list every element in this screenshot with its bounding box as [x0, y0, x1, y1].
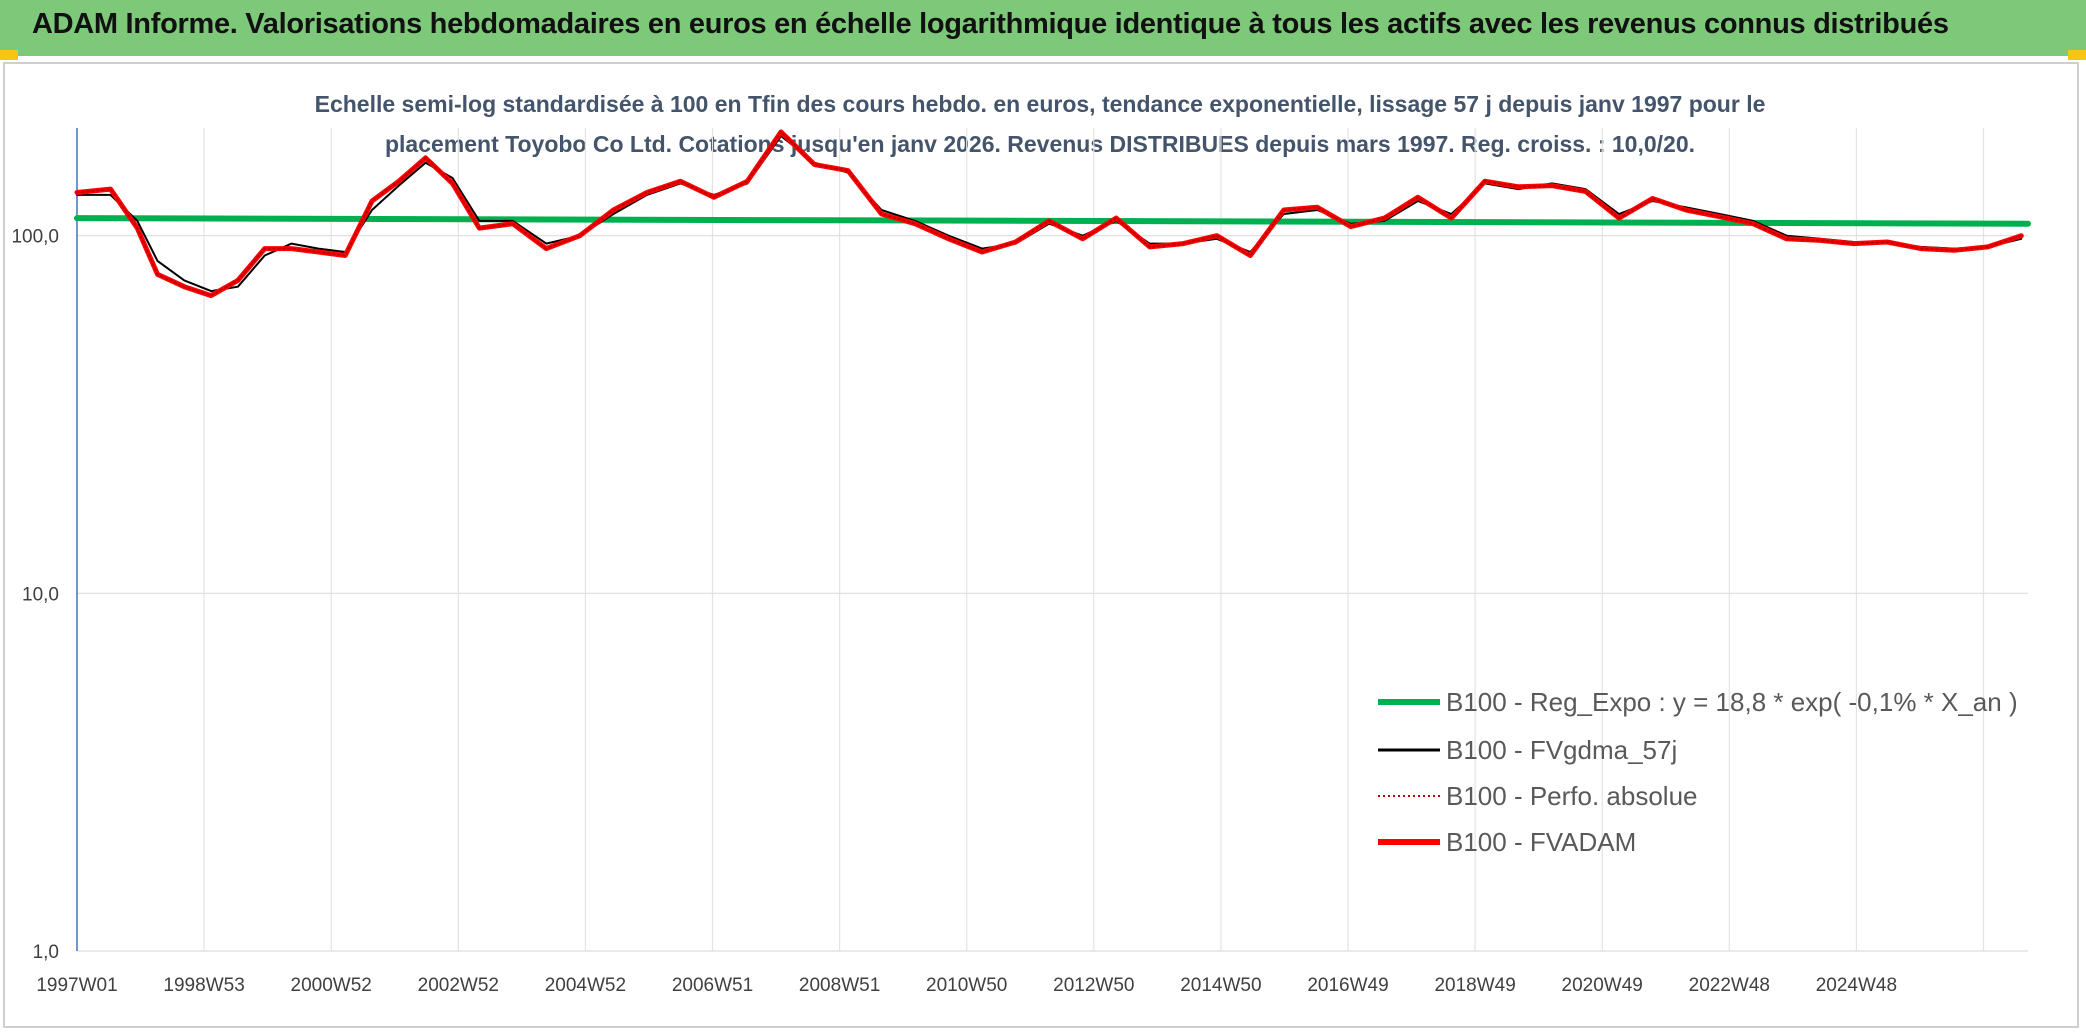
chart-title-line-1: Echelle semi-log standardisée à 100 en T…	[315, 91, 1766, 117]
x-tick-label: 2024W48	[1816, 975, 1897, 996]
corner-mark-right	[2068, 50, 2086, 60]
x-tick-label: 2008W51	[799, 975, 880, 996]
corner-mark-left	[0, 50, 18, 60]
x-tick-label: 2002W52	[418, 975, 499, 996]
x-tick-label: 2010W50	[926, 975, 1007, 996]
y-tick-label: 10,0	[22, 584, 59, 605]
x-tick-label: 2014W50	[1180, 975, 1261, 996]
grid-lines	[76, 128, 2028, 952]
series-lines	[74, 129, 2031, 299]
x-tick-label: 2016W49	[1307, 975, 1388, 996]
page-title: ADAM Informe. Valorisations hebdomadaire…	[32, 8, 1949, 40]
series-line-2	[76, 130, 2023, 297]
x-axis-ticks: 1997W01 1998W53 2000W52 2002W52 2004W52 2006W…	[36, 975, 1897, 996]
legend-label: B100 - Reg_Expo : y = 18,8 * exp( -0,1% …	[1446, 687, 2018, 717]
y-tick-label: 100,0	[11, 227, 59, 248]
legend-label: B100 - FVADAM	[1446, 827, 1636, 857]
title-banner: ADAM Informe. Valorisations hebdomadaire…	[0, 0, 2086, 56]
x-tick-label: 2020W49	[1562, 975, 1643, 996]
x-tick-label: 2000W52	[291, 975, 372, 996]
x-tick-label: 2012W50	[1053, 975, 1134, 996]
x-tick-label: 1998W53	[163, 975, 244, 996]
x-tick-label: 2006W51	[672, 975, 753, 996]
legend: B100 - Reg_Expo : y = 18,8 * exp( -0,1% …	[1378, 687, 2018, 857]
chart-title-line-2: placement Toyobo Co Ltd. Cotations jusqu…	[385, 131, 1695, 157]
x-tick-label: 2022W48	[1689, 975, 1770, 996]
legend-label: B100 - Perfo. absolue	[1446, 781, 1698, 811]
y-axis-ticks: 1,0 10,0 100,0	[11, 227, 59, 963]
legend-label: B100 - FVgdma_57j	[1446, 735, 1677, 765]
chart-frame	[3, 62, 2079, 1028]
x-tick-label: 1997W01	[36, 975, 117, 996]
y-tick-label: 1,0	[33, 942, 59, 963]
x-tick-label: 2004W52	[545, 975, 626, 996]
x-tick-label: 2018W49	[1434, 975, 1515, 996]
